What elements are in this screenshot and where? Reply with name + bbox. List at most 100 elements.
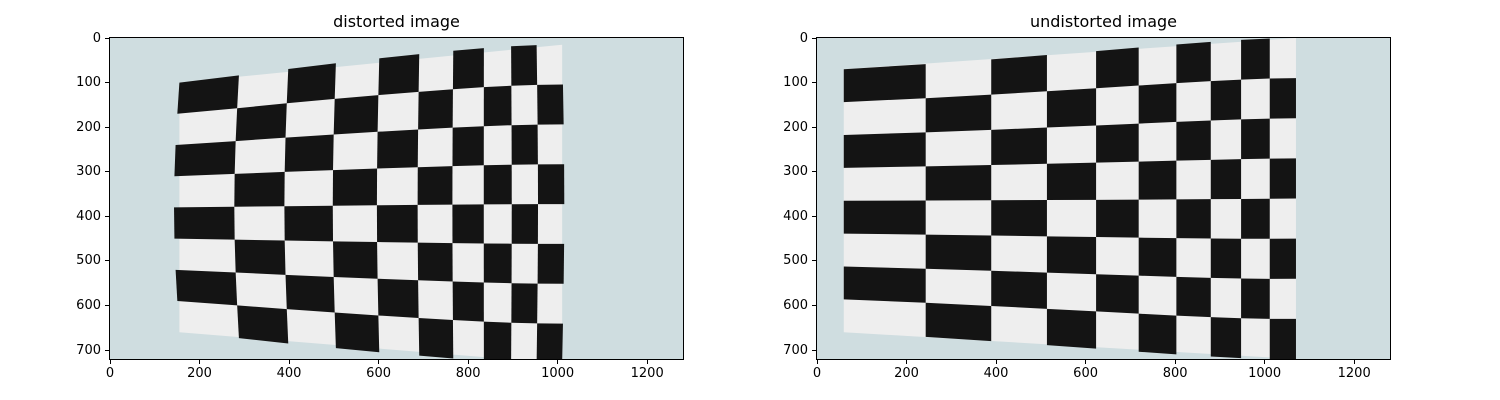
axes-distorted	[109, 37, 684, 360]
y-tick-mark	[812, 37, 816, 39]
checker-square	[333, 241, 378, 279]
y-tick-label: 400	[76, 208, 101, 224]
checker-square	[1269, 238, 1296, 279]
x-tick-label: 0	[105, 366, 115, 381]
panel-title-distorted: distorted image	[333, 12, 460, 31]
y-tick-mark	[105, 126, 109, 128]
y-tick-mark	[105, 305, 109, 306]
checker-square	[483, 85, 512, 127]
checker-square	[1241, 118, 1270, 160]
checker-square	[843, 200, 926, 235]
checker-square	[1210, 238, 1242, 279]
x-tick-mark	[995, 360, 997, 364]
checker-square	[1241, 198, 1270, 239]
x-tick-label: 200	[894, 366, 919, 381]
checker-square	[537, 243, 565, 284]
checker-square	[175, 269, 238, 306]
checker-square	[537, 164, 565, 205]
checker-square	[1046, 236, 1097, 275]
x-tick-label: 200	[187, 366, 212, 381]
y-tick-mark	[105, 260, 109, 262]
checker-square	[1210, 79, 1242, 121]
x-tick-label: 1000	[541, 366, 575, 381]
x-tick-mark	[199, 360, 201, 364]
x-tick-label: 800	[455, 366, 481, 381]
x-tick-label: 600	[366, 366, 391, 381]
checker-square	[1176, 41, 1211, 84]
checker-square	[452, 48, 484, 90]
checker-square	[1096, 199, 1139, 238]
checker-square	[1138, 160, 1177, 200]
checker-square	[285, 274, 335, 313]
x-tick-mark	[1174, 360, 1176, 364]
y-tick-mark	[812, 215, 816, 217]
y-tick-label: 600	[783, 298, 808, 313]
checker-square	[284, 134, 334, 172]
checker-square	[991, 270, 1047, 309]
checker-square	[925, 94, 992, 133]
y-tick-label: 100	[783, 75, 808, 91]
y-tick-mark	[812, 82, 816, 84]
checker-square	[452, 126, 484, 167]
x-tick-mark	[816, 360, 818, 364]
checker-square	[483, 164, 512, 205]
y-tick-label: 200	[76, 119, 101, 135]
y-tick-label: 400	[783, 208, 808, 224]
checker-square	[1046, 162, 1097, 201]
checker-square	[483, 243, 512, 284]
checker-square	[452, 281, 484, 322]
checker-square	[237, 305, 289, 344]
x-tick-label: 600	[1073, 366, 1098, 381]
checker-square	[991, 200, 1047, 237]
checker-square	[1046, 308, 1097, 349]
checker-square	[1176, 199, 1211, 239]
checker-square	[925, 165, 992, 201]
undistorted-checkerboard-image	[817, 38, 1390, 359]
checker-square	[1176, 120, 1211, 161]
y-tick-label: 300	[783, 164, 808, 180]
checker-square	[537, 84, 564, 125]
checker-square	[332, 168, 378, 206]
checker-square	[536, 323, 563, 359]
checker-square	[177, 75, 239, 114]
x-tick-mark	[378, 360, 380, 364]
checker-square	[925, 302, 992, 342]
x-tick-label: 400	[983, 366, 1009, 381]
x-tick-label: 0	[812, 366, 822, 381]
x-tick-mark	[557, 360, 559, 364]
checker-square	[1138, 83, 1177, 124]
x-tick-label: 400	[276, 366, 302, 381]
checker-square	[418, 317, 454, 359]
axes-undistorted	[816, 37, 1391, 360]
checker-square	[1210, 317, 1242, 359]
checker-square	[333, 95, 379, 135]
checker-square	[378, 54, 420, 96]
checker-square	[284, 205, 334, 242]
x-tick-label: 1200	[630, 366, 664, 381]
checker-square	[1096, 274, 1139, 314]
y-tick-mark	[105, 171, 109, 173]
checker-square	[334, 312, 380, 353]
checker-square	[417, 166, 453, 205]
checker-square	[376, 204, 418, 243]
checker-square	[843, 132, 926, 168]
y-tick-mark	[812, 349, 816, 351]
checker-square	[234, 239, 286, 275]
checker-square	[483, 321, 512, 359]
checker-square	[452, 204, 484, 244]
checker-square	[1241, 278, 1270, 319]
x-tick-label: 1000	[1248, 366, 1282, 381]
x-tick-label: 1200	[1337, 366, 1371, 381]
y-tick-mark	[812, 260, 816, 262]
checker-square	[991, 55, 1047, 95]
checker-square	[1046, 88, 1097, 128]
x-tick-mark	[646, 360, 648, 364]
y-tick-label: 0	[92, 30, 101, 46]
checker-square	[417, 242, 453, 282]
y-tick-mark	[105, 82, 109, 84]
checker-square	[511, 204, 539, 244]
checker-square	[377, 278, 419, 318]
y-tick-mark	[812, 305, 816, 306]
checker-square	[1269, 158, 1296, 199]
